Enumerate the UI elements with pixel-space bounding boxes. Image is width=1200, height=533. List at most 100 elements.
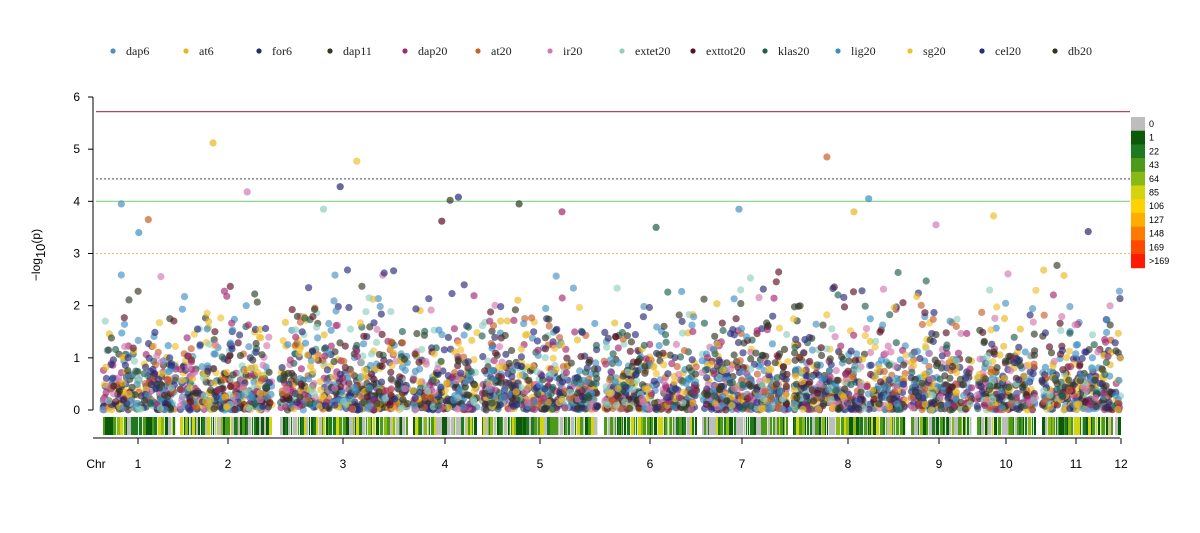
x-tick-label: 5 — [537, 457, 544, 471]
density-bin — [113, 417, 116, 435]
density-bin — [604, 417, 607, 435]
density-bin — [120, 417, 123, 435]
snp-point — [360, 340, 368, 348]
snp-point — [791, 343, 799, 351]
snp-point — [361, 372, 369, 380]
snp-point — [890, 388, 898, 396]
density-bin — [456, 417, 458, 435]
density-bin — [817, 417, 819, 435]
snp-point — [1000, 342, 1008, 350]
snp-point — [685, 364, 693, 372]
snp-point — [1030, 330, 1038, 338]
snp-point — [832, 367, 840, 375]
snp-point — [303, 351, 311, 359]
density-bin — [128, 417, 131, 435]
scale-swatch — [1131, 158, 1145, 173]
snp-point — [662, 338, 670, 346]
top-snp-point — [336, 183, 344, 191]
density-bin — [172, 417, 173, 435]
density-bin — [240, 417, 242, 435]
snp-point — [305, 284, 313, 292]
density-bin — [340, 417, 342, 435]
snp-point — [313, 323, 321, 331]
density-bin — [531, 417, 534, 435]
snp-point — [569, 284, 578, 292]
snp-point — [678, 329, 687, 337]
density-bin — [773, 417, 775, 435]
snp-point — [375, 388, 383, 396]
density-bin — [886, 417, 887, 435]
snp-point — [1106, 321, 1114, 329]
snp-point — [730, 295, 738, 303]
density-bin — [434, 417, 436, 435]
snp-point — [297, 380, 305, 388]
snp-point — [679, 388, 688, 396]
density-bin — [1059, 417, 1061, 435]
snp-point — [424, 387, 432, 395]
scale-label: 106 — [1149, 201, 1164, 211]
snp-point — [835, 405, 843, 413]
density-bin — [716, 417, 718, 435]
scale-label: 85 — [1149, 188, 1159, 198]
snp-point — [244, 321, 252, 329]
density-bin — [420, 417, 422, 435]
density-bin — [349, 417, 351, 435]
snp-point — [682, 379, 690, 387]
snp-point — [549, 405, 557, 413]
snp-point — [700, 319, 709, 327]
snp-point — [390, 349, 398, 357]
density-bin — [591, 417, 594, 435]
density-bin — [779, 417, 780, 435]
snp-point — [862, 325, 871, 333]
snp-point — [611, 319, 619, 327]
snp-point — [541, 405, 549, 413]
density-bin — [136, 417, 138, 435]
snp-point — [1007, 400, 1015, 408]
density-bin — [731, 417, 733, 435]
snp-point — [907, 358, 915, 366]
snp-point — [164, 342, 172, 350]
snp-point — [738, 368, 746, 376]
x-tick-label: 1 — [135, 457, 142, 471]
y-tick-label: 4 — [73, 194, 80, 208]
snp-point — [387, 308, 395, 316]
density-bin — [768, 417, 770, 435]
snp-point — [130, 357, 138, 365]
legend-label: exttot20 — [706, 44, 745, 58]
density-bin — [673, 417, 674, 435]
density-bin — [246, 417, 248, 435]
density-bin — [499, 417, 502, 435]
snp-point — [205, 317, 213, 326]
density-bin — [326, 417, 328, 435]
snp-point — [481, 400, 489, 408]
snp-point — [203, 325, 211, 333]
snp-point — [953, 315, 961, 323]
snp-point — [145, 354, 153, 362]
snp-point — [655, 342, 663, 350]
snp-point — [306, 400, 314, 408]
density-bin — [336, 417, 339, 435]
snp-point — [517, 353, 526, 361]
snp-point — [262, 382, 270, 390]
snp-point — [867, 361, 875, 369]
x-tick-label: 4 — [442, 457, 449, 471]
top-snp-point — [850, 208, 858, 216]
density-bin — [516, 417, 519, 435]
density-bin — [844, 417, 846, 435]
snp-point — [998, 404, 1006, 412]
snp-point — [1016, 325, 1024, 333]
density-bin — [565, 417, 567, 435]
snp-point — [1060, 271, 1068, 280]
snp-point — [226, 383, 235, 391]
top-snp-point — [117, 200, 125, 208]
scale-label: 1 — [1149, 133, 1154, 143]
snp-point — [256, 325, 264, 334]
snp-point — [246, 354, 254, 362]
snp-point — [327, 342, 335, 350]
density-bin — [920, 417, 923, 435]
density-bin — [880, 417, 883, 435]
snp-point — [530, 328, 538, 336]
snp-point — [157, 370, 165, 378]
density-bin — [793, 417, 794, 435]
snp-point — [425, 295, 433, 303]
